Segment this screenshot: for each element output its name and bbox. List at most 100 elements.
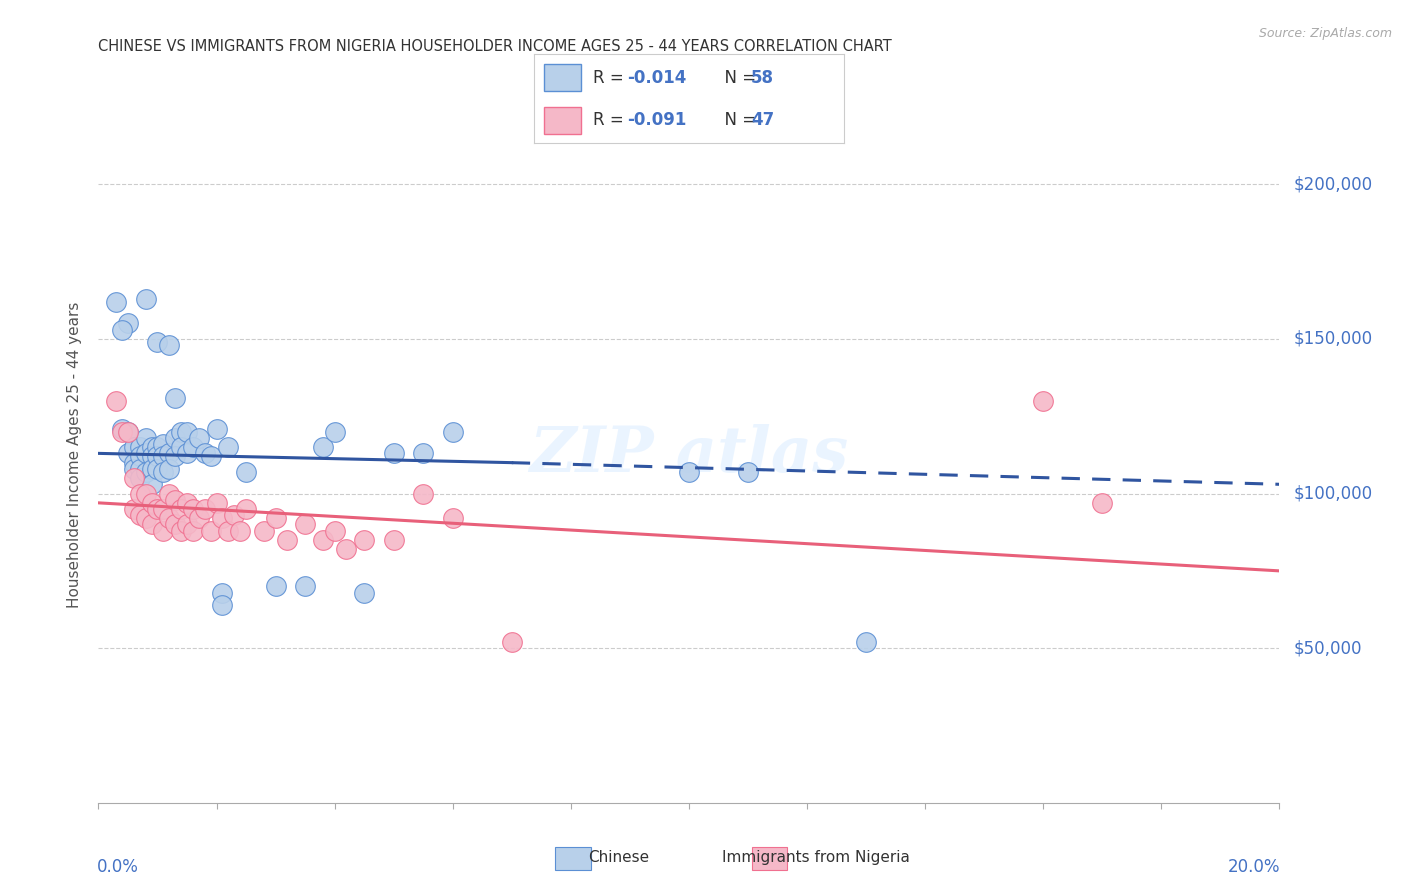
Point xyxy=(135,431,157,445)
Point xyxy=(141,517,163,532)
Point xyxy=(152,437,174,451)
Text: -0.091: -0.091 xyxy=(627,112,686,129)
Point xyxy=(181,524,204,538)
Point xyxy=(176,496,198,510)
Point xyxy=(170,425,193,439)
FancyBboxPatch shape xyxy=(544,107,581,134)
Text: $150,000: $150,000 xyxy=(1294,330,1372,348)
Point xyxy=(170,524,193,538)
Point xyxy=(176,425,198,439)
Point xyxy=(152,450,174,464)
Point xyxy=(211,598,233,612)
Point xyxy=(855,635,877,649)
Point xyxy=(128,462,150,476)
Point xyxy=(165,450,187,464)
Point xyxy=(117,425,139,439)
Point xyxy=(1032,393,1054,408)
Point xyxy=(105,393,128,408)
Point xyxy=(146,440,169,454)
Point xyxy=(737,465,759,479)
Text: 47: 47 xyxy=(751,112,775,129)
Text: ZIP atlas: ZIP atlas xyxy=(529,425,849,485)
Point xyxy=(105,294,128,309)
Point xyxy=(117,425,139,439)
Point xyxy=(135,486,157,500)
Point xyxy=(157,338,180,352)
Point xyxy=(441,511,464,525)
Point xyxy=(146,462,169,476)
Point xyxy=(217,524,239,538)
Point xyxy=(170,502,193,516)
Point xyxy=(353,533,375,547)
Point xyxy=(678,465,700,479)
Point xyxy=(122,456,145,470)
Point xyxy=(122,471,145,485)
Point xyxy=(141,440,163,454)
Point xyxy=(165,517,187,532)
Point xyxy=(194,446,217,460)
Text: Immigrants from Nigeria: Immigrants from Nigeria xyxy=(721,850,910,865)
Point xyxy=(152,502,174,516)
Point xyxy=(165,391,187,405)
Point xyxy=(111,425,134,439)
Point xyxy=(117,317,139,331)
Point xyxy=(294,517,316,532)
Point xyxy=(200,450,222,464)
Point xyxy=(165,431,187,445)
Point xyxy=(135,446,157,460)
Point xyxy=(157,446,180,460)
Point xyxy=(135,465,157,479)
Point xyxy=(141,477,163,491)
Point xyxy=(205,496,228,510)
Point xyxy=(312,440,335,454)
Point xyxy=(501,635,523,649)
Point xyxy=(128,450,150,464)
Point xyxy=(229,524,252,538)
Point xyxy=(176,517,198,532)
Point xyxy=(382,446,405,460)
Point xyxy=(128,508,150,523)
Point xyxy=(146,450,169,464)
Point xyxy=(176,446,198,460)
Text: N =: N = xyxy=(714,69,761,87)
Point xyxy=(165,492,187,507)
Point xyxy=(194,502,217,516)
Point xyxy=(211,511,233,525)
Point xyxy=(122,502,145,516)
Point xyxy=(205,422,228,436)
Point xyxy=(224,508,246,523)
Text: -0.014: -0.014 xyxy=(627,69,686,87)
FancyBboxPatch shape xyxy=(544,64,581,91)
Point xyxy=(217,440,239,454)
Text: $100,000: $100,000 xyxy=(1294,484,1372,502)
Text: $200,000: $200,000 xyxy=(1294,176,1372,194)
Y-axis label: Householder Income Ages 25 - 44 years: Householder Income Ages 25 - 44 years xyxy=(67,301,83,608)
Point xyxy=(111,422,134,436)
Point xyxy=(128,471,150,485)
Point xyxy=(200,524,222,538)
Point xyxy=(1091,496,1114,510)
Point xyxy=(152,465,174,479)
Point xyxy=(187,431,209,445)
Point xyxy=(135,511,157,525)
Point xyxy=(211,585,233,599)
Point xyxy=(146,502,169,516)
Text: $50,000: $50,000 xyxy=(1294,640,1362,657)
Point xyxy=(170,440,193,454)
Point xyxy=(117,446,139,460)
Point xyxy=(141,462,163,476)
Text: R =: R = xyxy=(593,112,628,129)
Point xyxy=(141,450,163,464)
Point xyxy=(412,486,434,500)
Point xyxy=(323,425,346,439)
Point xyxy=(122,462,145,476)
Point xyxy=(135,292,157,306)
Text: Source: ZipAtlas.com: Source: ZipAtlas.com xyxy=(1258,27,1392,40)
Point xyxy=(152,524,174,538)
Text: 20.0%: 20.0% xyxy=(1229,858,1281,877)
Point xyxy=(294,579,316,593)
Text: 58: 58 xyxy=(751,69,773,87)
Point xyxy=(353,585,375,599)
Point xyxy=(382,533,405,547)
Text: N =: N = xyxy=(714,112,761,129)
